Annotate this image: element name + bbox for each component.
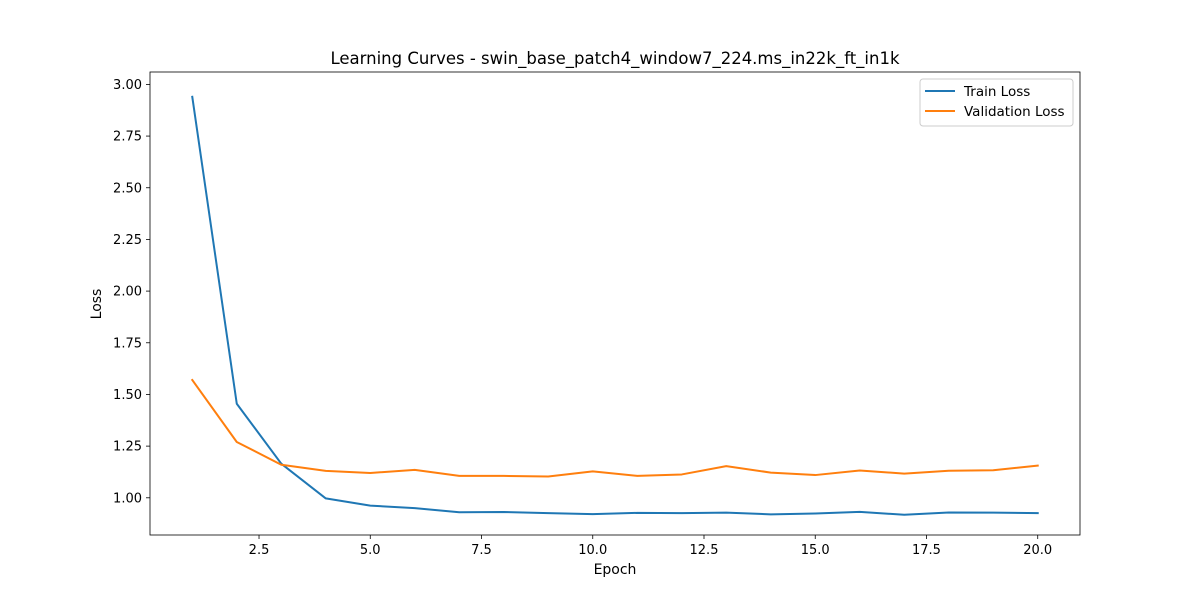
y-tick-label: 2.25: [113, 233, 142, 248]
x-tick-label: 15.0: [801, 543, 830, 558]
y-tick-label: 1.50: [113, 388, 142, 403]
legend-box: [919, 78, 1074, 127]
y-tick-label: 1.00: [113, 491, 142, 506]
x-axis-title: Epoch: [594, 562, 637, 578]
y-axis-title: Loss: [89, 289, 105, 320]
series-line-validation-loss: [190, 378, 1039, 478]
legend-validation-loss-label: Validation Loss: [964, 104, 1065, 120]
x-tick-label: 17.5: [912, 543, 941, 558]
x-tick-label: 2.5: [249, 543, 270, 558]
x-tick-label: 5.0: [360, 543, 381, 558]
x-tick-label: 7.5: [471, 543, 492, 558]
chart-title: Learning Curves - swin_base_patch4_windo…: [330, 49, 900, 69]
x-tick-label: 10.0: [578, 543, 607, 558]
y-tick-label: 1.25: [113, 440, 142, 455]
plot-area: 2.5 5.0 7.5 10.0 12.5 15.0 17.5 20.0 1.00 1.25 1.5…: [113, 71, 1081, 558]
y-tick-label: 2.75: [113, 130, 142, 145]
y-tick-label: 3.00: [113, 78, 142, 93]
y-tick-label: 1.75: [113, 336, 142, 351]
axes-frame: [149, 71, 1081, 536]
y-tick-label: 2.00: [113, 285, 142, 300]
x-tick-label: 12.5: [690, 543, 719, 558]
legend: Train Loss Validation Loss: [919, 78, 1074, 127]
legend-train-loss-label: Train Loss: [963, 84, 1030, 100]
x-tick-label: 20.0: [1023, 543, 1052, 558]
series-line-train-loss: [191, 95, 1039, 516]
y-tick-label: 2.50: [113, 181, 142, 196]
